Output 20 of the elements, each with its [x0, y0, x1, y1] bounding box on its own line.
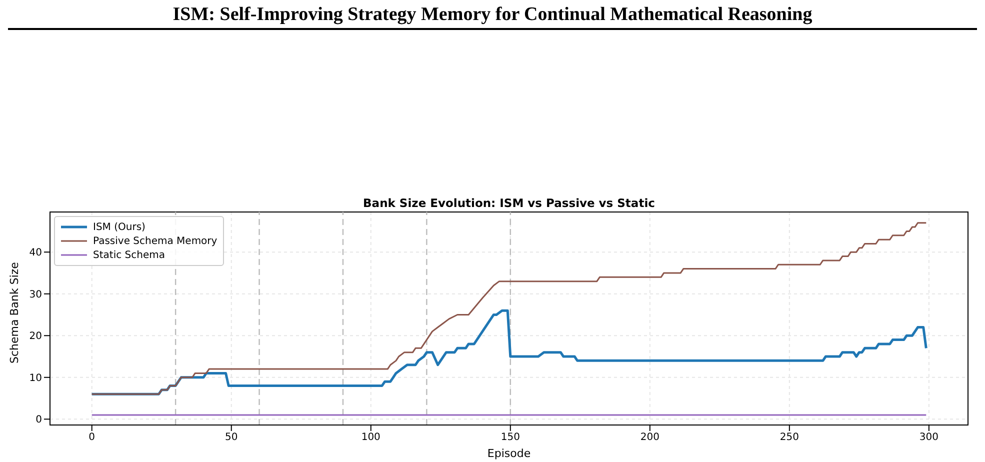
x-tick-label: 250	[780, 432, 799, 444]
x-tick-label: 50	[225, 432, 238, 444]
legend-label: Static Schema	[93, 250, 165, 260]
x-tick-label: 0	[88, 432, 96, 444]
chart-title: Bank Size Evolution: ISM vs Passive vs Static	[362, 196, 656, 210]
x-tick-label: 300	[919, 432, 938, 444]
y-axis-title: Schema Bank Size	[8, 262, 21, 364]
y-tick-label: 10	[29, 372, 42, 384]
x-axis-title: Episode	[487, 447, 531, 460]
y-tick-label: 40	[29, 248, 42, 259]
text: ISM: Self-Improving Strategy Memory for Continual Mathematical Reasoning	[8, 4, 977, 30]
x-tick-label: 200	[640, 432, 660, 444]
legend-label: ISM (Ours)	[93, 222, 146, 232]
y-tick-label: 20	[29, 331, 42, 342]
line-series	[91, 222, 927, 395]
x-tick-label: 150	[500, 432, 520, 444]
y-tick-label: 30	[29, 289, 42, 300]
x-tick-label: 100	[361, 432, 380, 444]
legend-label: Passive Schema Memory	[93, 236, 218, 246]
y-tick-label: 0	[36, 414, 42, 426]
